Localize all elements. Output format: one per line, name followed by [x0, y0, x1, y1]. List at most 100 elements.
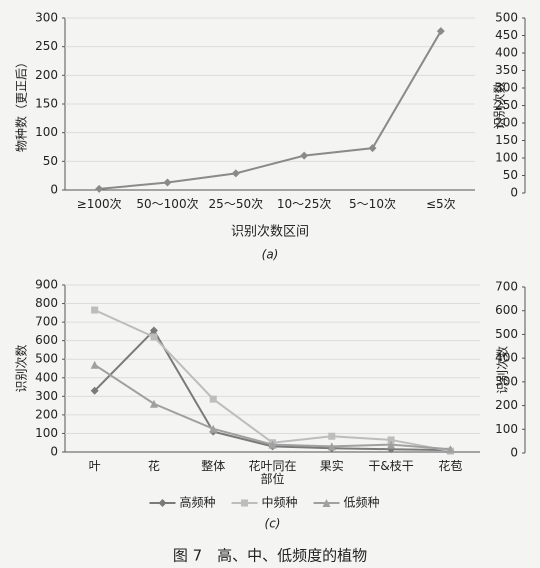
- x-tick-label: ≤5次: [425, 198, 456, 211]
- y-tick-label: 400: [495, 46, 518, 60]
- y-tick-label: 300: [35, 11, 58, 25]
- marker: [387, 436, 395, 444]
- legend-marker: [158, 499, 167, 507]
- y-tick-label: 600: [495, 303, 518, 317]
- x-tick-label-box: 干&枝干: [368, 460, 414, 473]
- y-tick-label: 0: [510, 186, 518, 200]
- marker: [436, 27, 445, 36]
- marker: [163, 178, 172, 187]
- panel-label: (a): [262, 248, 279, 262]
- y-tick-label: 400: [495, 351, 518, 365]
- x-tick-label: 花叶同在部位: [248, 460, 297, 486]
- y-tick-label: 800: [35, 296, 58, 310]
- y-tick-label: 500: [495, 327, 518, 341]
- y-tick-label: 600: [35, 333, 58, 347]
- y-tick-label: 700: [35, 315, 58, 329]
- x-tick-label-box: 5～10次: [349, 198, 396, 211]
- x-tick-label-box: ≤5次: [425, 198, 456, 211]
- series-line: [93, 328, 451, 452]
- y-tick-label: 700: [495, 280, 518, 294]
- y-tick-label: 200: [495, 398, 518, 412]
- y-tick-label: 100: [35, 426, 58, 440]
- series-line: [99, 30, 442, 190]
- y-axis-label: 识别次数: [14, 344, 29, 392]
- marker: [149, 399, 158, 408]
- y-tick-label: 150: [35, 97, 58, 111]
- y-tick-label: 400: [35, 370, 58, 384]
- marker: [91, 306, 99, 314]
- y-tick-label: 350: [495, 63, 518, 77]
- legend-label: 中频种: [262, 495, 298, 510]
- marker: [90, 386, 99, 395]
- legend-label: 高频种: [180, 495, 216, 510]
- marker: [446, 445, 455, 454]
- x-tick-label: 5～10次: [349, 198, 396, 211]
- x-tick-label: 花苞: [438, 460, 463, 473]
- panel-label: (c): [265, 517, 281, 531]
- x-tick-label: 10～25次: [276, 198, 332, 211]
- marker: [300, 151, 309, 160]
- y-tick-label: 300: [495, 81, 518, 95]
- y-tick-label: 100: [35, 125, 58, 139]
- figure-caption: 图 7 高、中、低频度的植物: [173, 547, 367, 565]
- y-tick-label: 250: [35, 39, 58, 53]
- y-tick-label: 450: [495, 28, 518, 42]
- y-tick-label: 0: [50, 445, 58, 459]
- y-tick-label: 200: [35, 407, 58, 421]
- y-tick-label: 100: [495, 151, 518, 165]
- y-axis-label: 识别次数: [495, 346, 510, 394]
- marker: [231, 169, 240, 178]
- y-tick-label: 100: [495, 422, 518, 436]
- y-tick-label: 200: [35, 68, 58, 82]
- x-tick-label: 50～100次: [136, 198, 199, 211]
- marker: [209, 395, 217, 403]
- y-tick-label: 300: [35, 389, 58, 403]
- legend-marker: [322, 499, 331, 507]
- y-axis-label: 识别次数: [492, 81, 507, 129]
- marker: [268, 440, 277, 449]
- marker: [95, 184, 104, 193]
- y-tick-label: 500: [35, 352, 58, 366]
- x-tick-label-box: 整体: [201, 460, 226, 473]
- x-tick-label: 果实: [319, 460, 344, 473]
- x-tick-label: 25～50次: [208, 198, 264, 211]
- x-tick-label-box: 果实: [319, 460, 344, 473]
- y-tick-label: 150: [495, 133, 518, 147]
- x-tick-label-box: 花叶同在部位: [248, 460, 297, 486]
- marker: [327, 442, 336, 451]
- x-tick-label: 干&枝干: [368, 460, 414, 473]
- y-tick-label: 50: [43, 154, 58, 168]
- marker: [368, 144, 377, 153]
- y-axis-label: 物种数（更正后）: [14, 56, 29, 152]
- x-tick-label-box: ≥100次: [76, 198, 122, 211]
- y-tick-label: 50: [503, 168, 518, 182]
- series-line: [94, 309, 451, 453]
- marker: [90, 360, 99, 369]
- x-tick-label: 叶: [88, 460, 101, 473]
- marker: [209, 424, 218, 433]
- x-tick-label-box: 10～25次: [276, 198, 332, 211]
- y-tick-label: 500: [495, 11, 518, 25]
- y-tick-label: 300: [495, 374, 518, 388]
- marker: [387, 440, 396, 449]
- marker: [149, 326, 158, 335]
- x-tick-label: ≥100次: [76, 198, 122, 211]
- legend-label: 低频种: [344, 496, 380, 510]
- y-tick-label: 0: [510, 446, 518, 460]
- marker: [150, 333, 158, 341]
- x-tick-label-box: 花: [147, 460, 160, 473]
- x-tick-label-box: 叶: [88, 460, 101, 473]
- x-tick-label-box: 25～50次: [208, 198, 264, 211]
- x-axis-label: 识别次数区间: [231, 224, 309, 240]
- x-tick-label: 花: [147, 460, 160, 473]
- x-tick-label-box: 50～100次: [136, 198, 199, 211]
- y-tick-label: 0: [50, 183, 58, 197]
- y-tick-label: 900: [35, 278, 58, 292]
- x-tick-label: 整体: [201, 460, 226, 473]
- x-tick-label-box: 花苞: [438, 460, 463, 473]
- legend-marker: [241, 499, 248, 507]
- y-tick-label: 250: [495, 98, 518, 112]
- y-tick-label: 200: [495, 116, 518, 130]
- marker: [328, 432, 336, 440]
